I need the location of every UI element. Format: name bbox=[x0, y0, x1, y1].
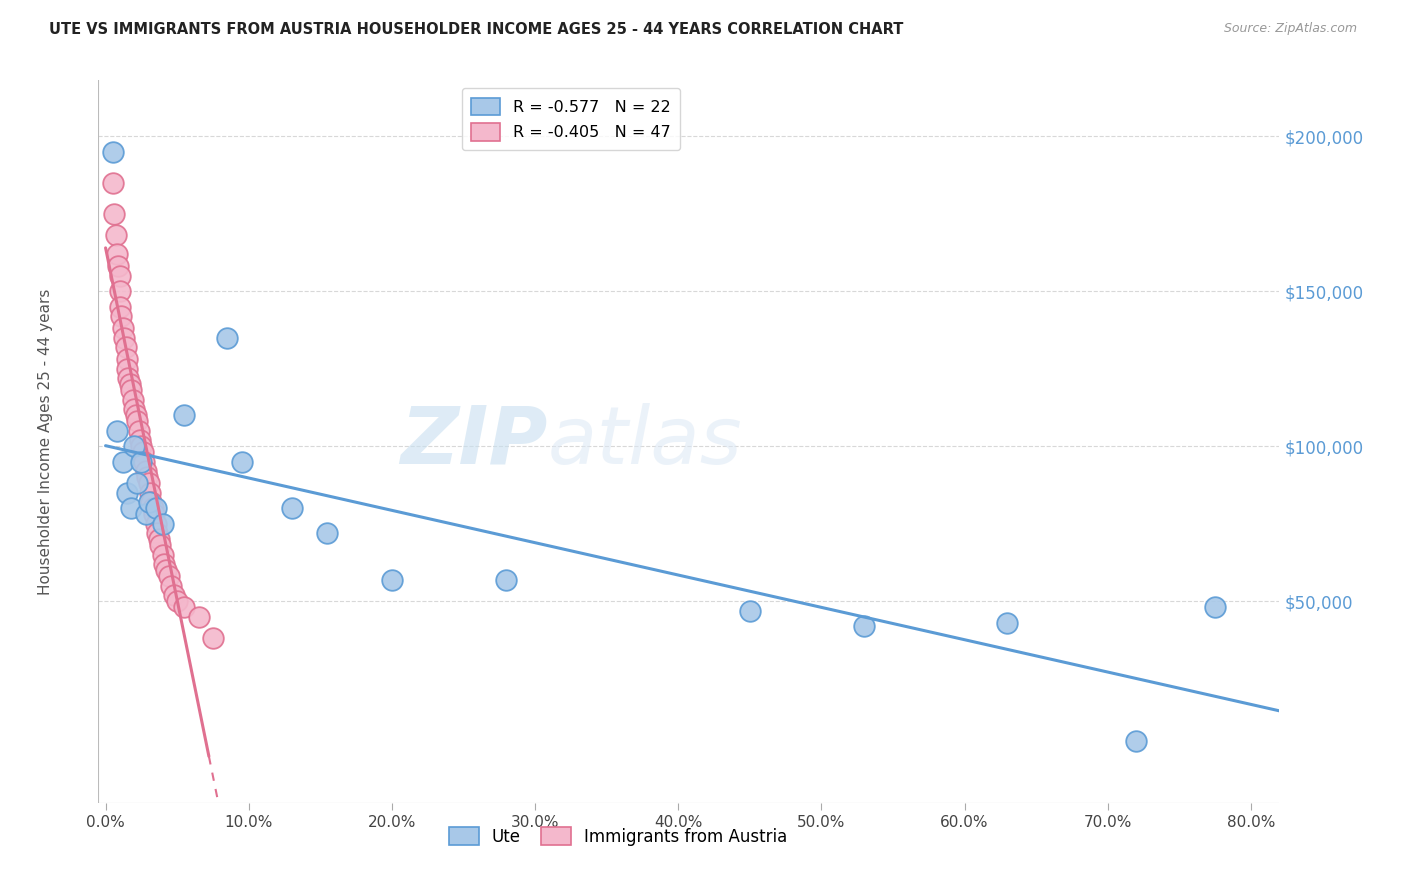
Point bbox=[122, 401, 145, 416]
Legend: Ute, Immigrants from Austria: Ute, Immigrants from Austria bbox=[441, 821, 794, 852]
Point bbox=[124, 408, 146, 422]
Point bbox=[110, 309, 132, 323]
Point bbox=[121, 392, 143, 407]
Point bbox=[111, 455, 134, 469]
Point bbox=[217, 331, 239, 345]
Point bbox=[101, 176, 124, 190]
Point bbox=[105, 424, 128, 438]
Point bbox=[132, 445, 155, 459]
Point bbox=[145, 516, 167, 531]
Point bbox=[152, 548, 174, 562]
Point bbox=[138, 476, 160, 491]
Point bbox=[135, 464, 157, 478]
Point bbox=[115, 485, 138, 500]
Point bbox=[131, 439, 153, 453]
Point bbox=[111, 321, 134, 335]
Point bbox=[136, 470, 159, 484]
Point bbox=[148, 533, 170, 547]
Text: Source: ZipAtlas.com: Source: ZipAtlas.com bbox=[1223, 22, 1357, 36]
Text: Householder Income Ages 25 - 44 years: Householder Income Ages 25 - 44 years bbox=[38, 288, 53, 595]
Point bbox=[101, 145, 124, 159]
Point bbox=[163, 588, 186, 602]
Text: ZIP: ZIP bbox=[399, 402, 547, 481]
Point bbox=[201, 632, 224, 646]
Point bbox=[173, 600, 195, 615]
Point bbox=[145, 501, 167, 516]
Point bbox=[135, 508, 157, 522]
Point bbox=[122, 439, 145, 453]
Point bbox=[108, 300, 131, 314]
Point bbox=[112, 331, 135, 345]
Point bbox=[107, 260, 129, 274]
Point bbox=[495, 573, 517, 587]
Point bbox=[103, 206, 125, 220]
Point bbox=[131, 455, 153, 469]
Point bbox=[128, 424, 150, 438]
Point bbox=[125, 414, 148, 428]
Point bbox=[149, 538, 172, 552]
Point bbox=[134, 455, 156, 469]
Point bbox=[173, 408, 195, 422]
Point bbox=[142, 501, 165, 516]
Point bbox=[157, 569, 180, 583]
Point bbox=[125, 476, 148, 491]
Point bbox=[231, 455, 253, 469]
Text: UTE VS IMMIGRANTS FROM AUSTRIA HOUSEHOLDER INCOME AGES 25 - 44 YEARS CORRELATION: UTE VS IMMIGRANTS FROM AUSTRIA HOUSEHOLD… bbox=[49, 22, 904, 37]
Point bbox=[108, 284, 131, 298]
Point bbox=[146, 526, 169, 541]
Point bbox=[129, 433, 152, 447]
Point bbox=[117, 371, 139, 385]
Point bbox=[280, 501, 302, 516]
Point bbox=[187, 609, 209, 624]
Point bbox=[105, 247, 128, 261]
Point bbox=[160, 579, 183, 593]
Point bbox=[108, 268, 131, 283]
Point bbox=[1204, 600, 1226, 615]
Point bbox=[141, 495, 163, 509]
Point bbox=[115, 352, 138, 367]
Point bbox=[143, 508, 166, 522]
Point bbox=[738, 603, 761, 617]
Point bbox=[115, 361, 138, 376]
Point bbox=[155, 563, 177, 577]
Point bbox=[114, 340, 136, 354]
Point bbox=[153, 557, 176, 571]
Point bbox=[138, 495, 160, 509]
Point bbox=[997, 615, 1019, 630]
Point bbox=[120, 501, 142, 516]
Point bbox=[104, 228, 127, 243]
Point bbox=[120, 384, 142, 398]
Text: atlas: atlas bbox=[547, 402, 742, 481]
Point bbox=[139, 485, 162, 500]
Point bbox=[381, 573, 404, 587]
Point bbox=[316, 526, 339, 541]
Point bbox=[166, 594, 188, 608]
Point bbox=[118, 377, 141, 392]
Point bbox=[853, 619, 876, 633]
Point bbox=[1125, 733, 1147, 747]
Point bbox=[152, 516, 174, 531]
